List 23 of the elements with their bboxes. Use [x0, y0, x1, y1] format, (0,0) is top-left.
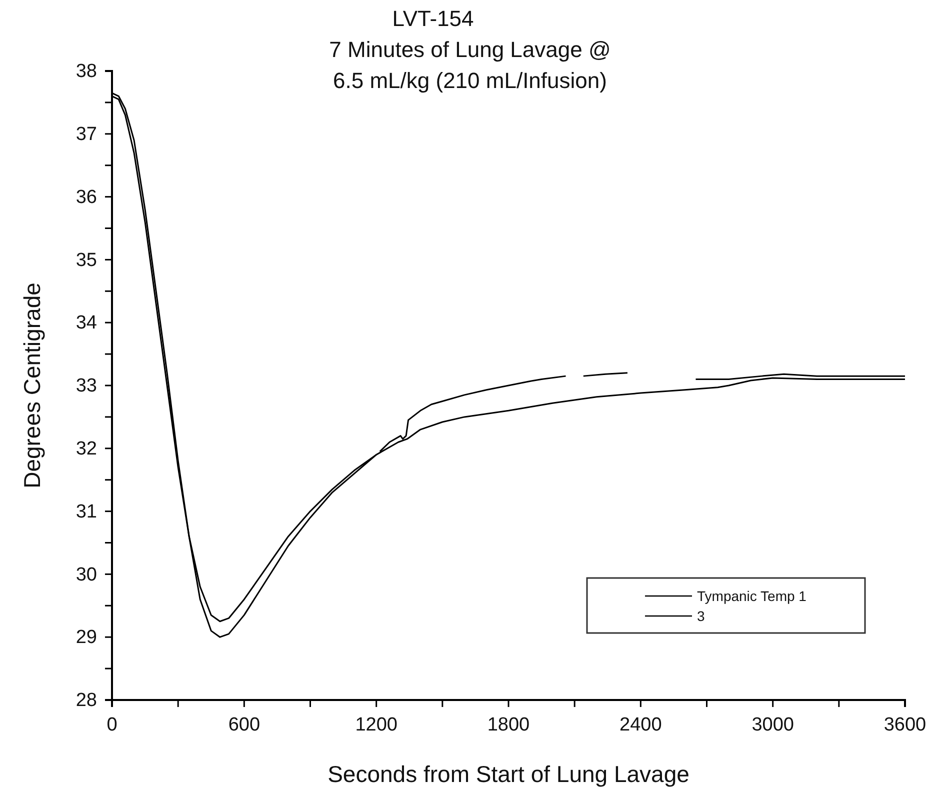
y-tick-label: 31 [76, 501, 97, 522]
x-tick-label: 1200 [355, 714, 398, 736]
x-tick-label: 0 [106, 714, 118, 736]
legend-label: 3 [697, 608, 705, 624]
x-tick-label: 3000 [752, 714, 794, 736]
y-tick-label: 32 [76, 438, 97, 460]
y-tick-label: 38 [76, 61, 97, 82]
y-tick-label: 29 [76, 627, 97, 648]
y-tick-label: 33 [76, 376, 97, 397]
y-tick-label: 34 [76, 312, 98, 334]
x-tick-label: 1800 [487, 714, 530, 736]
y-tick-label: 35 [76, 250, 97, 271]
y-tick-label: 28 [76, 690, 97, 712]
legend-label: Tympanic Temp 1 [697, 588, 807, 604]
y-tick-label: 37 [76, 124, 97, 145]
x-axis-title: Seconds from Start of Lung Lavage [328, 761, 690, 787]
x-tick-label: 2400 [620, 714, 662, 736]
y-axis-title: Degrees Centigrade [19, 282, 45, 488]
y-tick-label: 30 [76, 564, 97, 586]
x-tick-label: 600 [228, 714, 260, 736]
y-tick-label: 36 [76, 186, 97, 208]
x-tick-label: 3600 [884, 714, 926, 736]
chart-title: LVT-154 7 Minutes of Lung Lavage @ 6.5 mL/kg (210 mL/Infusion) [329, 6, 611, 93]
